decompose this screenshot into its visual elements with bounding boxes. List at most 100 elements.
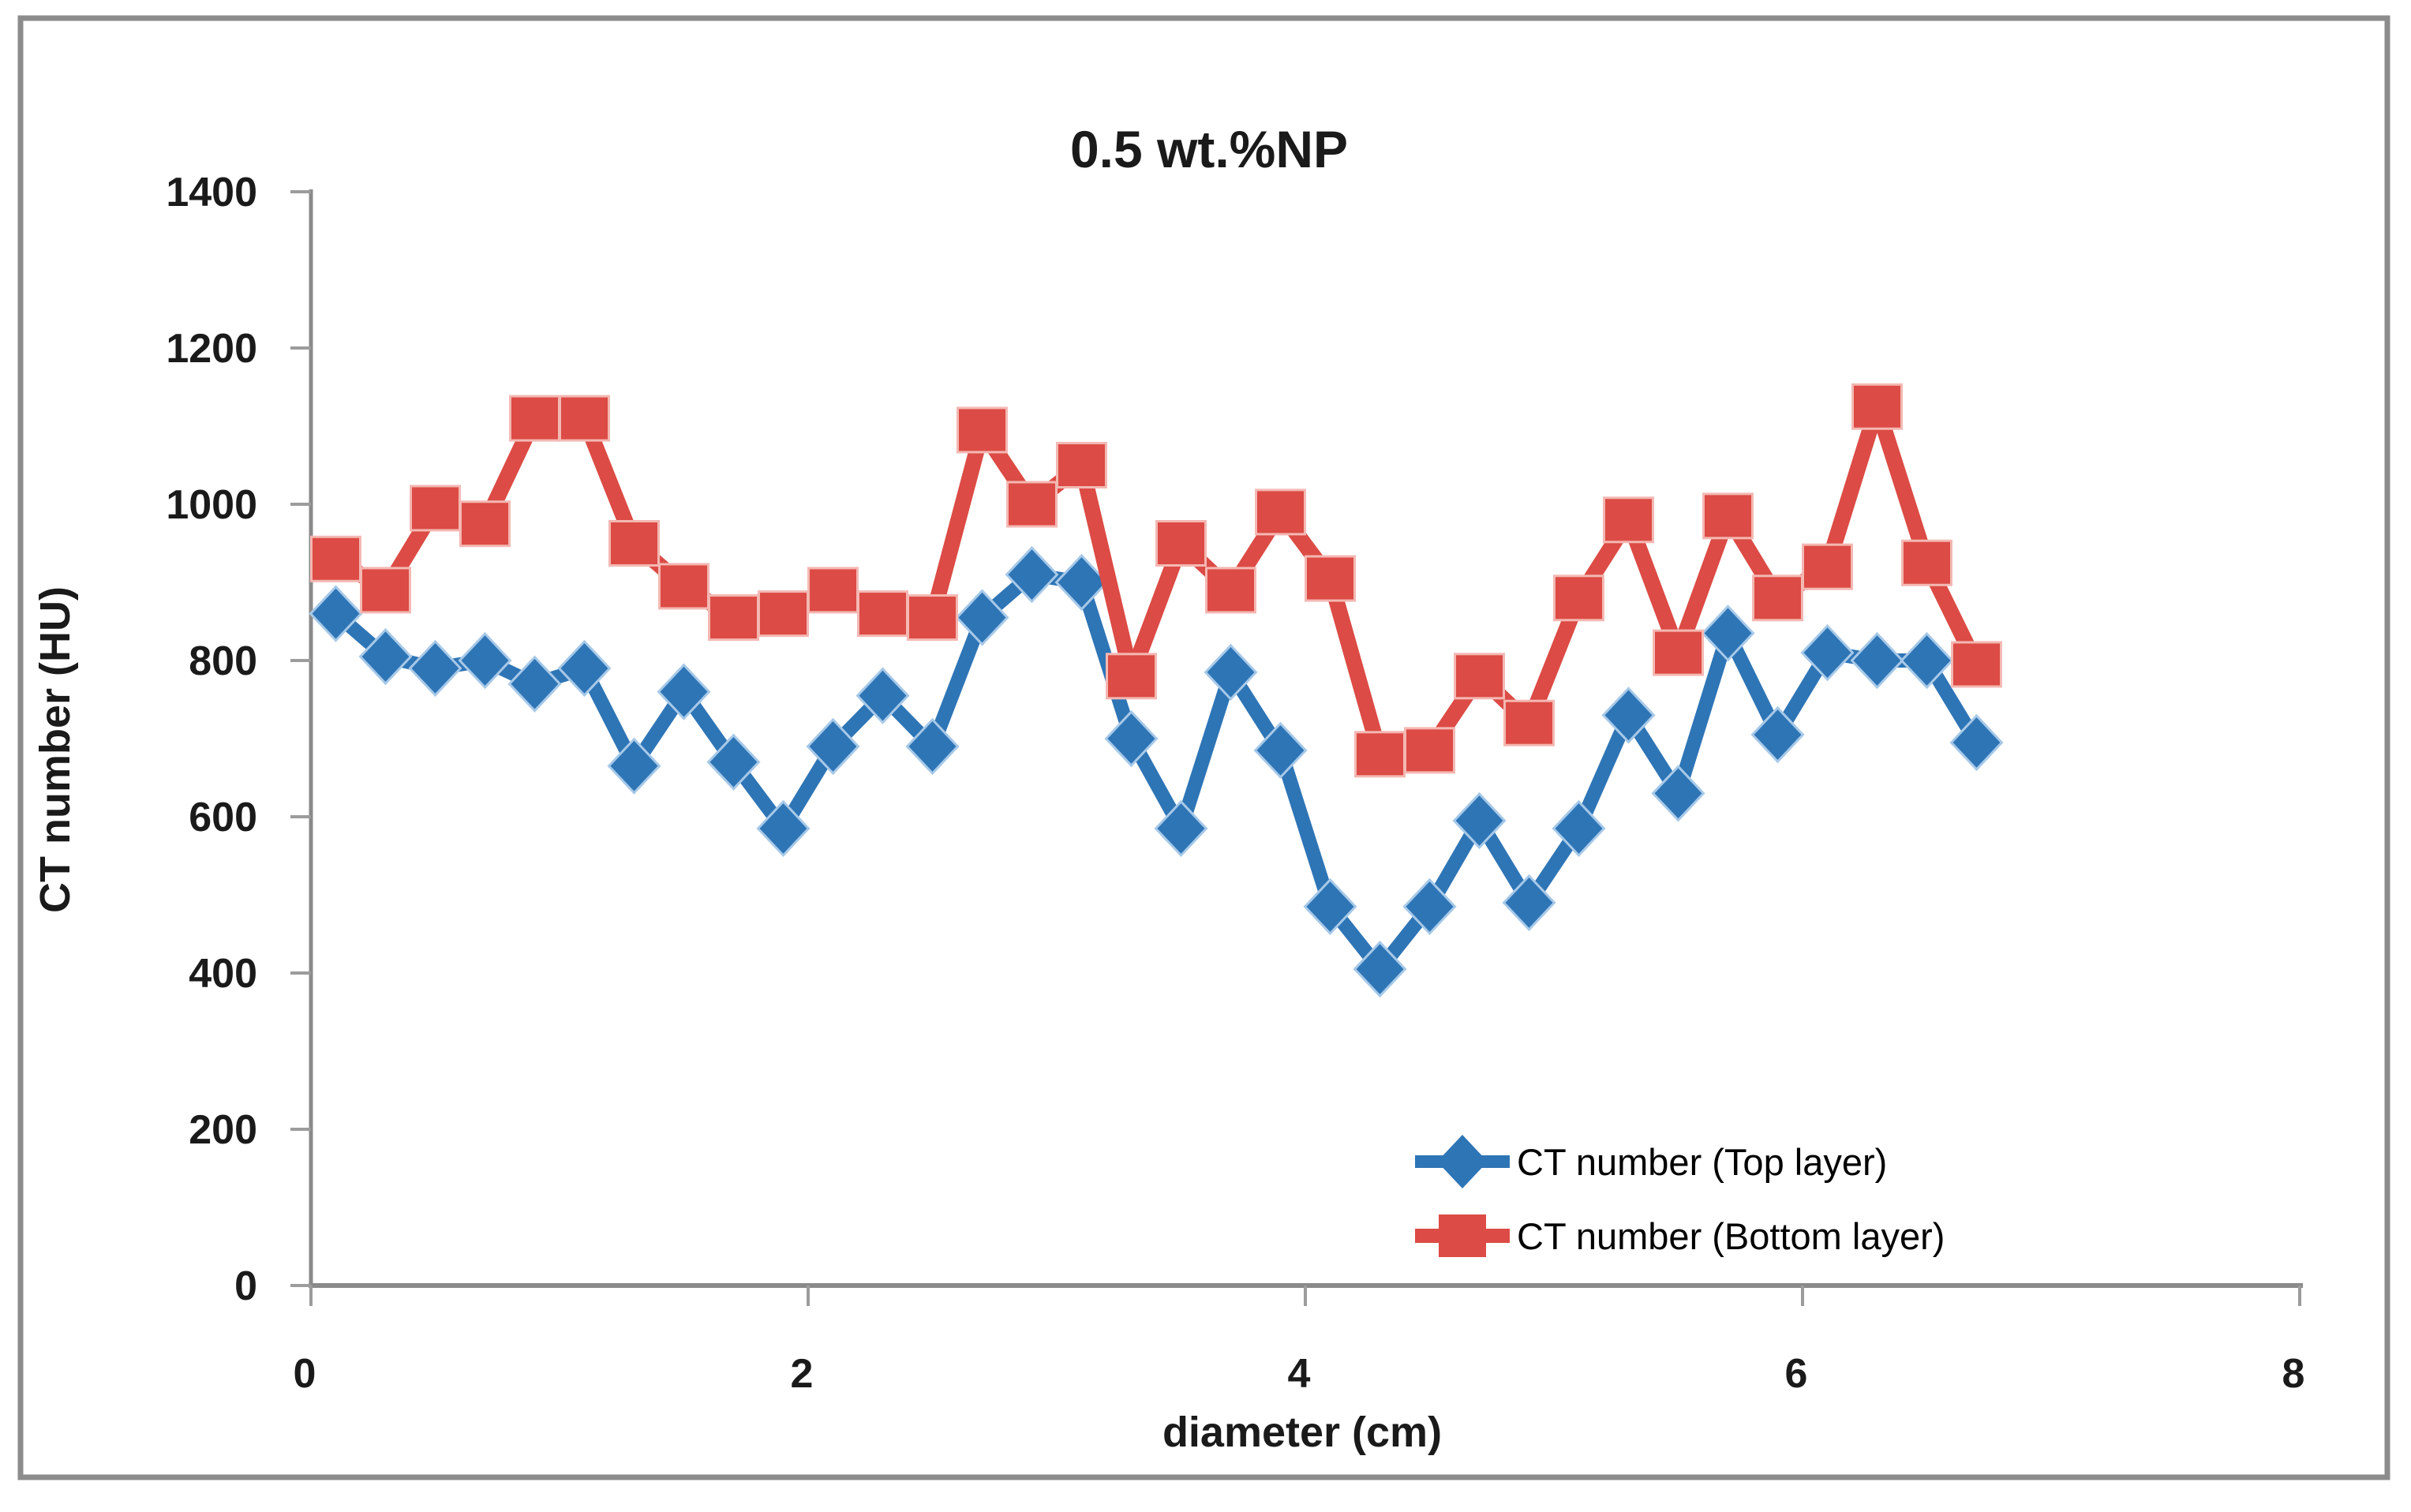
y-tick-label: 0 xyxy=(234,1263,257,1309)
square-marker-icon xyxy=(758,590,809,638)
square-marker-icon xyxy=(708,594,759,642)
diamond-marker-icon xyxy=(1154,799,1208,858)
square-marker-icon xyxy=(1802,543,1853,590)
y-tick-label: 1400 xyxy=(166,170,257,215)
diamond-marker-icon xyxy=(1850,631,1904,690)
diamond-marker-icon xyxy=(607,737,661,795)
diamond-marker-icon xyxy=(1452,792,1507,850)
legend-label-top-layer: CT number (Top layer) xyxy=(1517,1141,1887,1183)
legend-square-marker-icon xyxy=(1439,1214,1486,1257)
diamond-marker-icon xyxy=(557,639,612,698)
square-marker-icon xyxy=(1205,567,1256,614)
square-marker-icon xyxy=(1155,520,1207,567)
square-marker-icon xyxy=(1006,481,1058,528)
diamond-marker-icon xyxy=(756,799,811,858)
chart-title: 0.5 wt.%NP xyxy=(1070,120,1348,178)
diamond-marker-icon xyxy=(1054,553,1109,612)
diamond-marker-icon xyxy=(1402,878,1457,936)
square-marker-icon xyxy=(310,535,361,582)
square-marker-icon xyxy=(608,520,660,567)
series-line xyxy=(328,399,1985,762)
diamond-marker-icon xyxy=(855,667,910,724)
square-marker-icon xyxy=(360,567,411,614)
series-top-layer xyxy=(309,545,2004,998)
diamond-marker-icon xyxy=(905,717,960,776)
square-marker-icon xyxy=(1653,629,1704,676)
square-marker-icon xyxy=(459,500,511,548)
square-marker-icon xyxy=(1702,492,1754,540)
diamond-marker-icon xyxy=(955,589,1009,646)
diamond-marker-icon xyxy=(1353,940,1407,998)
x-axis-title: diameter (cm) xyxy=(1162,1409,1442,1456)
diamond-marker-icon xyxy=(1601,687,1656,744)
square-marker-icon xyxy=(1404,727,1455,774)
square-marker-icon xyxy=(658,563,709,610)
square-marker-icon xyxy=(1056,442,1107,488)
diamond-marker-icon xyxy=(1701,604,1755,662)
diamond-marker-icon xyxy=(706,733,761,791)
y-tick-label: 400 xyxy=(189,951,257,997)
y-tick-label: 200 xyxy=(189,1107,257,1153)
diamond-marker-icon xyxy=(507,655,562,713)
square-marker-icon xyxy=(1553,574,1604,622)
square-marker-icon xyxy=(410,485,461,532)
y-tick-label: 600 xyxy=(189,795,257,840)
diamond-marker-icon xyxy=(1900,631,1954,690)
square-marker-icon xyxy=(957,406,1008,454)
series-line xyxy=(328,567,1984,977)
y-tick-label: 1000 xyxy=(166,482,257,528)
legend: CT number (Top layer) CT number (Bottom … xyxy=(1415,1135,1945,1257)
x-axis-ticks: 0 2 4 6 8 xyxy=(294,1286,2305,1397)
square-marker-icon xyxy=(1106,653,1157,700)
diamond-marker-icon xyxy=(408,639,462,698)
x-tick-label: 8 xyxy=(2282,1351,2305,1397)
diamond-marker-icon xyxy=(1253,721,1308,780)
x-tick-label: 0 xyxy=(294,1351,316,1397)
diamond-marker-icon xyxy=(806,717,860,776)
diamond-marker-icon xyxy=(1750,705,1805,764)
x-tick-label: 4 xyxy=(1288,1351,1311,1397)
y-tick-label: 1200 xyxy=(166,326,257,372)
y-axis-ticks: 0 200 400 600 800 1000 1200 1400 xyxy=(166,170,311,1309)
square-marker-icon xyxy=(1305,555,1356,602)
square-marker-icon xyxy=(559,395,610,442)
diamond-marker-icon xyxy=(1552,799,1606,858)
diamond-marker-icon xyxy=(458,631,512,690)
square-marker-icon xyxy=(1752,574,1803,622)
diamond-marker-icon xyxy=(1303,878,1357,936)
series-bottom-layer xyxy=(310,383,2002,778)
x-tick-label: 6 xyxy=(1785,1351,1808,1397)
legend-item-bottom-layer: CT number (Bottom layer) xyxy=(1415,1214,1945,1257)
diamond-marker-icon xyxy=(358,627,413,686)
square-marker-icon xyxy=(807,567,859,614)
square-marker-icon xyxy=(1503,699,1555,747)
diamond-marker-icon xyxy=(1651,765,1705,822)
diamond-marker-icon xyxy=(657,663,711,720)
data-series xyxy=(309,383,2004,998)
square-marker-icon xyxy=(1354,731,1406,778)
square-marker-icon xyxy=(1603,496,1654,544)
square-marker-icon xyxy=(1901,539,1952,586)
square-marker-icon xyxy=(1851,383,1903,430)
diamond-marker-icon xyxy=(309,585,363,642)
legend-label-bottom-layer: CT number (Bottom layer) xyxy=(1517,1215,1945,1257)
square-marker-icon xyxy=(509,395,560,442)
square-marker-icon xyxy=(857,590,908,638)
y-tick-label: 800 xyxy=(189,638,257,684)
diamond-marker-icon xyxy=(1800,623,1855,682)
diamond-marker-icon xyxy=(1104,709,1159,768)
y-axis-title: CT number (HU) xyxy=(32,586,79,913)
figure-border xyxy=(17,15,2390,1480)
square-marker-icon xyxy=(907,594,958,642)
square-marker-icon xyxy=(1255,488,1306,536)
x-tick-label: 2 xyxy=(791,1351,814,1397)
legend-item-top-layer: CT number (Top layer) xyxy=(1415,1135,1887,1188)
square-marker-icon xyxy=(1951,641,2002,688)
square-marker-icon xyxy=(1454,653,1505,700)
legend-diamond-marker-icon xyxy=(1437,1135,1488,1188)
diamond-marker-icon xyxy=(1005,545,1059,604)
diamond-marker-icon xyxy=(1949,713,2004,772)
diamond-marker-icon xyxy=(1204,643,1258,702)
